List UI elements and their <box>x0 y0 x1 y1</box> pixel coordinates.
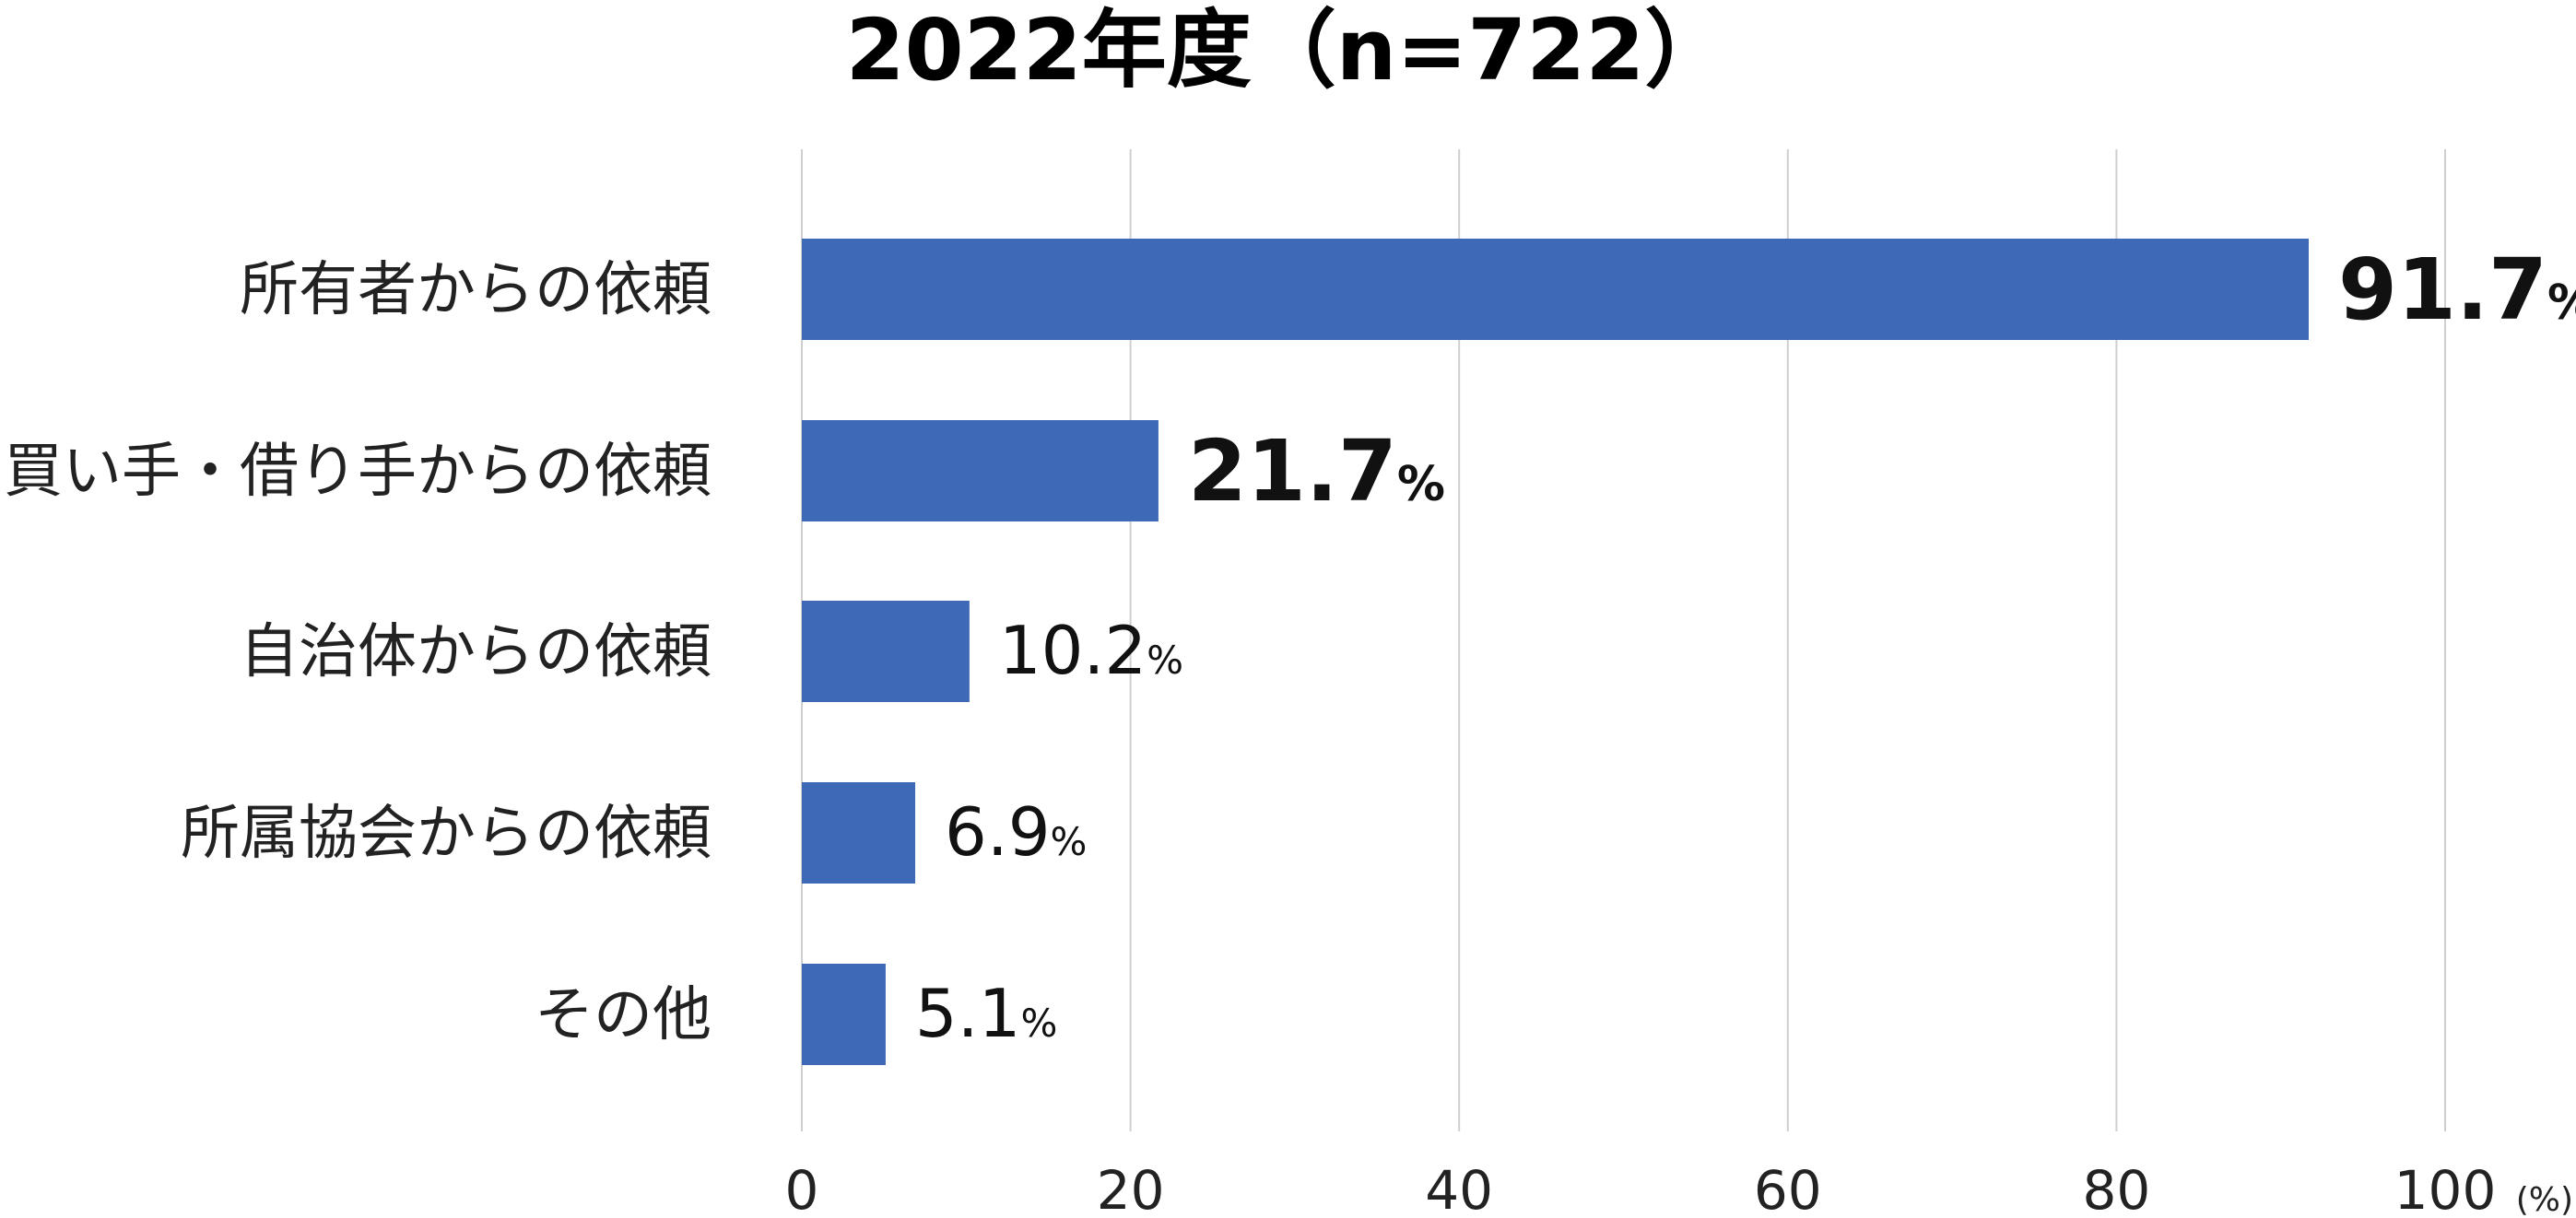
category-label-5: その他 <box>535 981 712 1049</box>
bar-3 <box>802 601 970 702</box>
value-labels: 91.7% 21.7% 10.2% 6.9% 5.1% <box>915 240 2576 1052</box>
bar-2 <box>802 420 1159 521</box>
category-label-1: 所有者からの依頼 <box>240 256 712 324</box>
x-tick-label-0: 0 <box>785 1159 819 1218</box>
category-label-3: 自治体からの依頼 <box>240 618 712 686</box>
chart-title: 2022年度（n=722） <box>846 1 1730 100</box>
x-tick-label-40: 40 <box>1425 1159 1493 1218</box>
value-label-3: 10.2% <box>999 612 1183 689</box>
x-axis-unit-label: (%) <box>2516 1181 2573 1218</box>
value-label-2: 21.7% <box>1188 422 1445 521</box>
x-tick-label-20: 20 <box>1097 1159 1165 1218</box>
category-label-2: 買い手・借り手からの依頼 <box>4 438 712 506</box>
bar-4 <box>802 782 916 884</box>
x-tick-label-60: 60 <box>1754 1159 1822 1218</box>
value-label-1: 91.7% <box>2338 240 2576 339</box>
value-label-5: 5.1% <box>915 975 1057 1052</box>
category-label-4: 所属協会からの依頼 <box>181 800 712 868</box>
x-axis-ticks: 0 20 40 60 80 100 <box>785 1159 2497 1218</box>
x-tick-label-80: 80 <box>2082 1159 2150 1218</box>
value-label-4: 6.9% <box>945 793 1087 871</box>
bar-5 <box>802 964 886 1065</box>
bars <box>802 239 2310 1065</box>
bar-1 <box>802 239 2310 340</box>
x-tick-label-100: 100 <box>2394 1159 2497 1218</box>
